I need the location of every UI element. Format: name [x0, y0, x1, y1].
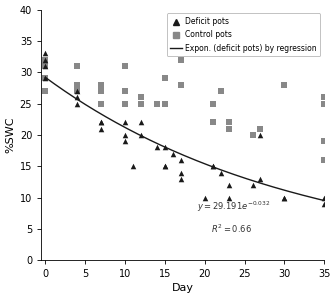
- Point: [122, 139, 128, 144]
- Point: [226, 126, 231, 131]
- Point: [282, 82, 287, 87]
- Point: [98, 82, 104, 87]
- Point: [75, 89, 80, 93]
- Point: [138, 95, 143, 100]
- Point: [258, 176, 263, 181]
- Point: [178, 170, 183, 175]
- Point: [98, 89, 104, 93]
- Point: [98, 101, 104, 106]
- Point: [210, 164, 215, 169]
- Point: [250, 51, 255, 56]
- Point: [75, 82, 80, 87]
- Point: [138, 101, 143, 106]
- Point: [162, 164, 168, 169]
- Point: [98, 126, 104, 131]
- Point: [322, 195, 327, 200]
- Text: $R^2 = 0.66$: $R^2 = 0.66$: [211, 222, 252, 235]
- Point: [250, 183, 255, 187]
- Point: [258, 132, 263, 137]
- Point: [322, 95, 327, 100]
- Point: [178, 57, 183, 62]
- Point: [122, 64, 128, 68]
- Point: [218, 170, 223, 175]
- Point: [178, 82, 183, 87]
- Point: [98, 120, 104, 125]
- Point: [162, 101, 168, 106]
- Point: [154, 145, 160, 150]
- Point: [43, 51, 48, 56]
- Point: [178, 158, 183, 162]
- Point: [43, 64, 48, 68]
- Point: [282, 195, 287, 200]
- Point: [130, 164, 136, 169]
- Text: $y = 29.191e^{-0.032}$: $y = 29.191e^{-0.032}$: [197, 200, 270, 214]
- Point: [162, 145, 168, 150]
- Point: [122, 120, 128, 125]
- Point: [226, 120, 231, 125]
- Point: [43, 76, 48, 81]
- Point: [138, 120, 143, 125]
- Point: [210, 120, 215, 125]
- Point: [282, 195, 287, 200]
- Point: [322, 101, 327, 106]
- Point: [43, 57, 48, 62]
- Point: [75, 101, 80, 106]
- Point: [122, 132, 128, 137]
- Point: [258, 126, 263, 131]
- Point: [75, 89, 80, 93]
- Point: [226, 195, 231, 200]
- Point: [75, 64, 80, 68]
- Point: [202, 195, 207, 200]
- Point: [162, 164, 168, 169]
- Point: [322, 202, 327, 206]
- Point: [178, 176, 183, 181]
- Point: [43, 89, 48, 93]
- Y-axis label: %SWC: %SWC: [6, 117, 15, 153]
- Point: [322, 158, 327, 162]
- Point: [250, 132, 255, 137]
- Point: [322, 139, 327, 144]
- Point: [122, 101, 128, 106]
- Point: [162, 76, 168, 81]
- Point: [218, 89, 223, 93]
- Point: [210, 164, 215, 169]
- Point: [210, 101, 215, 106]
- Point: [154, 101, 160, 106]
- Point: [75, 95, 80, 100]
- Point: [98, 120, 104, 125]
- Point: [122, 89, 128, 93]
- Point: [43, 57, 48, 62]
- Point: [138, 132, 143, 137]
- Point: [43, 64, 48, 68]
- X-axis label: Day: Day: [172, 283, 194, 293]
- Legend: Deficit pots, Control pots, Expon. (deficit pots) by regression: Deficit pots, Control pots, Expon. (defi…: [167, 13, 321, 57]
- Point: [226, 183, 231, 187]
- Point: [43, 76, 48, 81]
- Point: [170, 151, 175, 156]
